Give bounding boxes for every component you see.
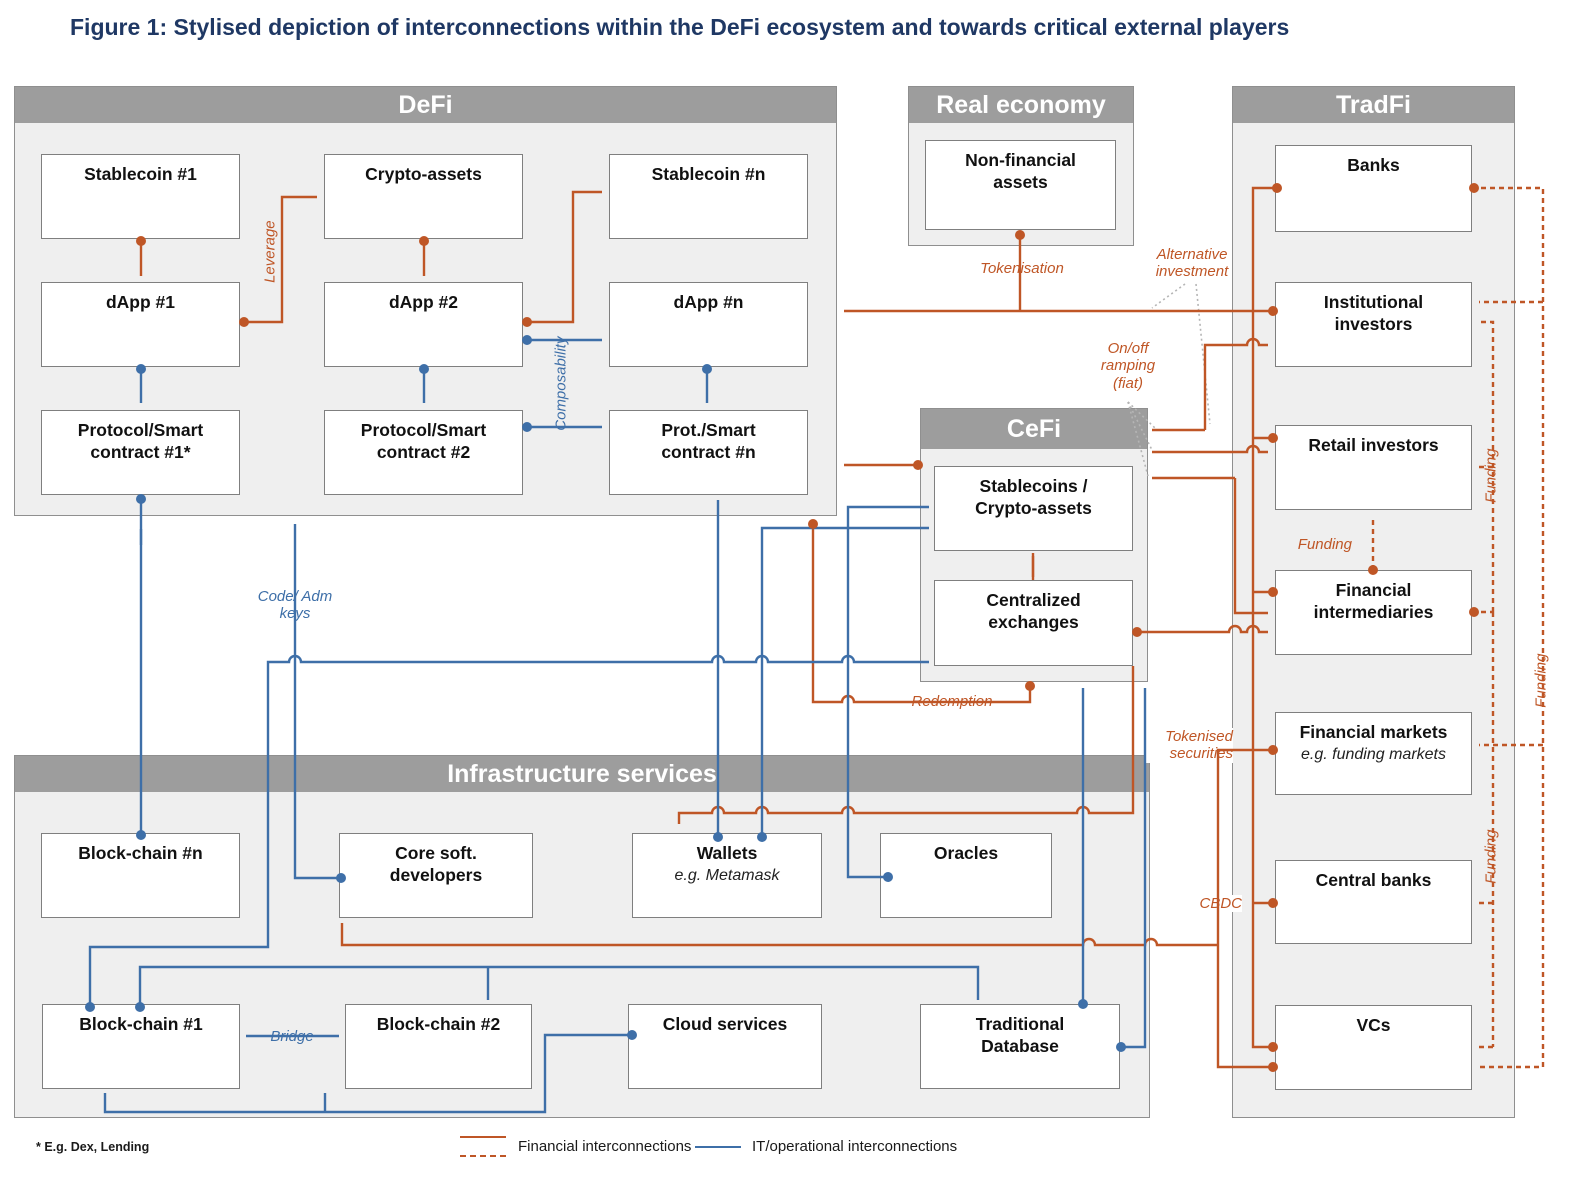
legend-financial-label: Financial interconnections (518, 1138, 692, 1155)
box-blockchain-2: Block-chain #2 (345, 1004, 532, 1089)
legend-financial-dashed-line (460, 1155, 506, 1157)
box-banks: Banks (1275, 145, 1472, 232)
panel-cefi-header: CeFi (921, 409, 1147, 449)
box-stablecoin-n: Stablecoin #n (609, 154, 808, 239)
panel-real-economy-header: Real economy (909, 87, 1133, 123)
label-funding-right-2: Funding (1532, 653, 1550, 708)
label-leverage: Leverage (261, 220, 279, 283)
box-dapp-2: dApp #2 (324, 282, 523, 367)
box-financial-markets: Financial markets e.g. funding markets (1275, 712, 1472, 795)
label-cbdc: CBDC (1180, 895, 1242, 913)
legend-it-line (695, 1146, 741, 1148)
label-funding-retail: Funding (1297, 536, 1352, 553)
box-financial-intermediaries: Financial intermediaries (1275, 570, 1472, 655)
box-traditional-database: Traditional Database (920, 1004, 1120, 1089)
panel-infrastructure-header: Infrastructure services (15, 756, 1149, 792)
legend-financial-solid-line (460, 1136, 506, 1138)
box-protocol-1: Protocol/Smart contract #1* (41, 410, 240, 495)
figure-title: Figure 1: Stylised depiction of intercon… (70, 14, 1290, 40)
box-core-soft-developers: Core soft. developers (339, 833, 533, 918)
label-code-adm-keys: Code/ Adm keys (257, 588, 333, 623)
box-central-banks: Central banks (1275, 860, 1472, 944)
box-crypto-assets: Crypto-assets (324, 154, 523, 239)
label-composability: Composability (552, 336, 570, 431)
box-blockchain-1: Block-chain #1 (42, 1004, 240, 1089)
box-stablecoins-crypto-assets: Stablecoins / Crypto-assets (934, 466, 1133, 551)
box-dapp-n: dApp #n (609, 282, 808, 367)
label-tokenised-securities: Tokenised securities (1145, 728, 1233, 763)
figure-footnote: * E.g. Dex, Lending (36, 1140, 150, 1154)
box-retail-investors: Retail investors (1275, 425, 1472, 510)
box-blockchain-n: Block-chain #n (41, 833, 240, 918)
box-oracles: Oracles (880, 833, 1052, 918)
panel-defi-header: DeFi (15, 87, 836, 123)
label-funding-right-1: Funding (1482, 448, 1500, 503)
legend-it-label: IT/operational interconnections (752, 1138, 958, 1155)
box-dapp-1: dApp #1 (41, 282, 240, 367)
box-protocol-n: Prot./Smart contract #n (609, 410, 808, 495)
box-centralized-exchanges: Centralized exchanges (934, 580, 1133, 666)
label-funding-right-3: Funding (1482, 829, 1500, 884)
label-onoff-ramping: On/off ramping (fiat) (1100, 340, 1156, 392)
label-alternative-investment: Alternative investment (1155, 246, 1229, 281)
box-wallets: Wallets e.g. Metamask (632, 833, 822, 918)
box-protocol-2: Protocol/Smart contract #2 (324, 410, 523, 495)
box-non-financial-assets: Non-financial assets (925, 140, 1116, 230)
label-tokenisation: Tokenisation (980, 260, 1064, 277)
box-cloud-services: Cloud services (628, 1004, 822, 1089)
box-stablecoin-1: Stablecoin #1 (41, 154, 240, 239)
label-redemption: Redemption (897, 693, 1007, 711)
box-vcs: VCs (1275, 1005, 1472, 1090)
panel-tradfi-header: TradFi (1233, 87, 1514, 123)
box-institutional-investors: Institutional investors (1275, 282, 1472, 367)
label-bridge: Bridge (257, 1028, 327, 1046)
